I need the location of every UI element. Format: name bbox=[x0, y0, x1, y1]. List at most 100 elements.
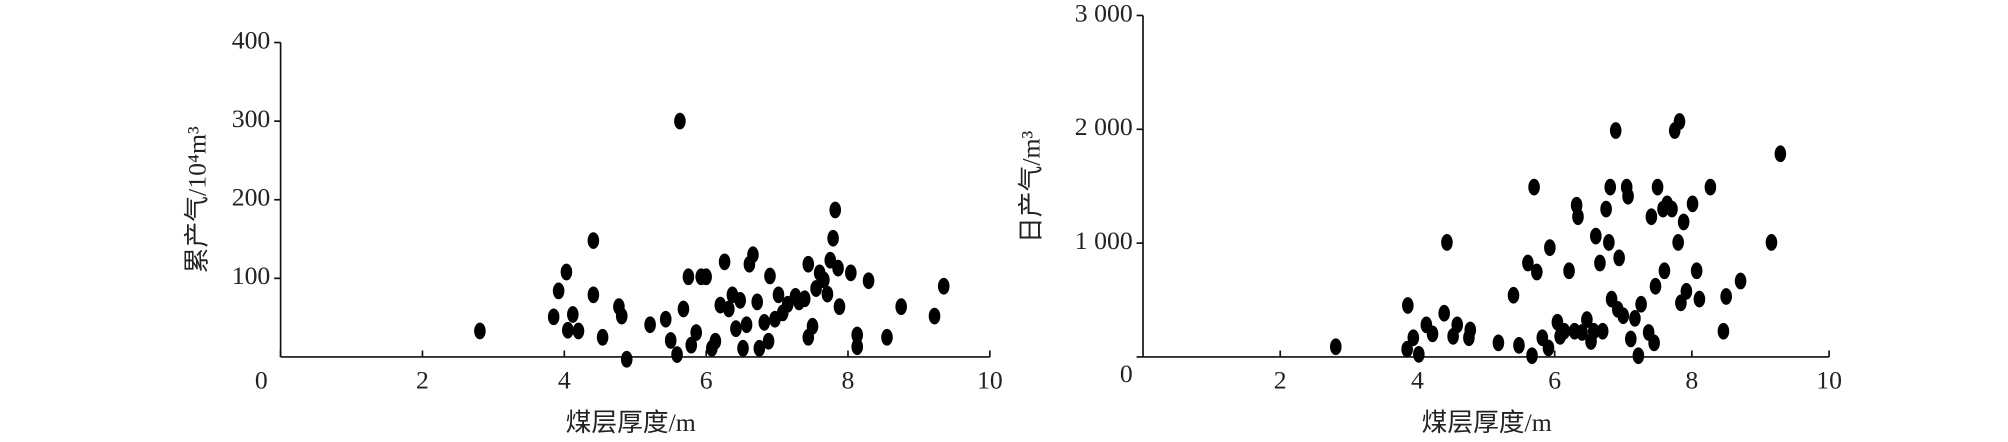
x-tick-label: 10 bbox=[977, 366, 1003, 395]
point bbox=[1622, 187, 1634, 205]
point bbox=[709, 332, 722, 350]
point bbox=[881, 328, 893, 346]
point bbox=[851, 326, 864, 344]
point bbox=[587, 286, 600, 304]
point bbox=[810, 280, 822, 297]
point bbox=[562, 321, 574, 339]
point bbox=[829, 201, 842, 219]
x-axis-label: 煤层厚度/m bbox=[566, 408, 696, 437]
point bbox=[700, 268, 712, 286]
point bbox=[1558, 322, 1571, 340]
point bbox=[1693, 290, 1706, 308]
point bbox=[1528, 178, 1540, 196]
point bbox=[737, 339, 749, 357]
point bbox=[659, 310, 672, 328]
point bbox=[567, 306, 579, 323]
point bbox=[1635, 295, 1647, 313]
point bbox=[1576, 324, 1588, 341]
point bbox=[895, 298, 907, 316]
point bbox=[1526, 347, 1538, 365]
point bbox=[1590, 227, 1602, 245]
point bbox=[552, 282, 565, 300]
y-axis-label: 日产气/m³ bbox=[1017, 130, 1046, 242]
point bbox=[1648, 334, 1660, 352]
point bbox=[1426, 325, 1439, 343]
point bbox=[821, 285, 834, 303]
point bbox=[740, 316, 753, 334]
x-axis-label: 煤层厚度/m bbox=[1422, 408, 1552, 437]
point bbox=[1666, 200, 1678, 218]
point bbox=[1401, 340, 1413, 358]
point bbox=[751, 293, 764, 311]
x-tick-label: 8 bbox=[842, 366, 855, 395]
point bbox=[734, 291, 746, 309]
point bbox=[1330, 338, 1342, 356]
point bbox=[671, 346, 683, 363]
point bbox=[1451, 316, 1464, 334]
point bbox=[1600, 200, 1612, 218]
y-tick-label: 300 bbox=[232, 104, 271, 133]
point bbox=[1677, 213, 1690, 231]
point bbox=[772, 286, 785, 304]
point bbox=[753, 339, 766, 357]
point bbox=[1651, 178, 1664, 196]
point bbox=[1407, 329, 1420, 347]
x-tick-label: 4 bbox=[558, 366, 571, 395]
point bbox=[1629, 309, 1641, 327]
point bbox=[547, 308, 560, 326]
point bbox=[723, 300, 735, 318]
x-tick-label: 6 bbox=[1548, 366, 1561, 395]
point bbox=[474, 322, 486, 340]
y-tick-label: 1 000 bbox=[1075, 226, 1133, 255]
point bbox=[1572, 208, 1584, 226]
point bbox=[1625, 330, 1637, 348]
y-tick-label: 0 bbox=[1120, 359, 1133, 388]
point bbox=[1544, 239, 1556, 257]
point bbox=[1704, 178, 1717, 196]
point bbox=[718, 253, 731, 271]
y-tick-label: 100 bbox=[232, 261, 271, 290]
point bbox=[832, 259, 844, 277]
point bbox=[1632, 347, 1645, 365]
point bbox=[1617, 307, 1630, 325]
point bbox=[762, 332, 775, 350]
point bbox=[1464, 321, 1477, 339]
point bbox=[1603, 234, 1615, 251]
y-tick-label: 400 bbox=[232, 25, 271, 54]
point bbox=[596, 328, 609, 346]
point bbox=[664, 332, 677, 349]
point bbox=[587, 232, 600, 249]
x-tick-label: 2 bbox=[416, 366, 429, 395]
point bbox=[1513, 336, 1525, 354]
point bbox=[764, 267, 776, 285]
point bbox=[1438, 304, 1450, 322]
point bbox=[682, 268, 695, 286]
point bbox=[1492, 334, 1505, 352]
point bbox=[1774, 145, 1787, 163]
point bbox=[1765, 234, 1778, 251]
point bbox=[851, 338, 864, 356]
point bbox=[1645, 208, 1658, 226]
point bbox=[560, 263, 573, 281]
point bbox=[1690, 262, 1703, 280]
point bbox=[747, 246, 759, 264]
point bbox=[827, 229, 839, 247]
point bbox=[1717, 322, 1730, 340]
point bbox=[1720, 288, 1732, 305]
point bbox=[758, 313, 771, 331]
x-tick-label: 0 bbox=[255, 366, 268, 395]
point bbox=[1649, 277, 1662, 295]
y-tick-label: 3 000 bbox=[1075, 0, 1133, 27]
point bbox=[1613, 249, 1625, 267]
point bbox=[833, 298, 846, 316]
point bbox=[862, 272, 875, 290]
point bbox=[845, 264, 857, 282]
point bbox=[644, 316, 656, 334]
point bbox=[1686, 195, 1699, 213]
point bbox=[1658, 262, 1671, 280]
point bbox=[1563, 262, 1575, 280]
point bbox=[1581, 311, 1593, 328]
point bbox=[937, 277, 950, 295]
